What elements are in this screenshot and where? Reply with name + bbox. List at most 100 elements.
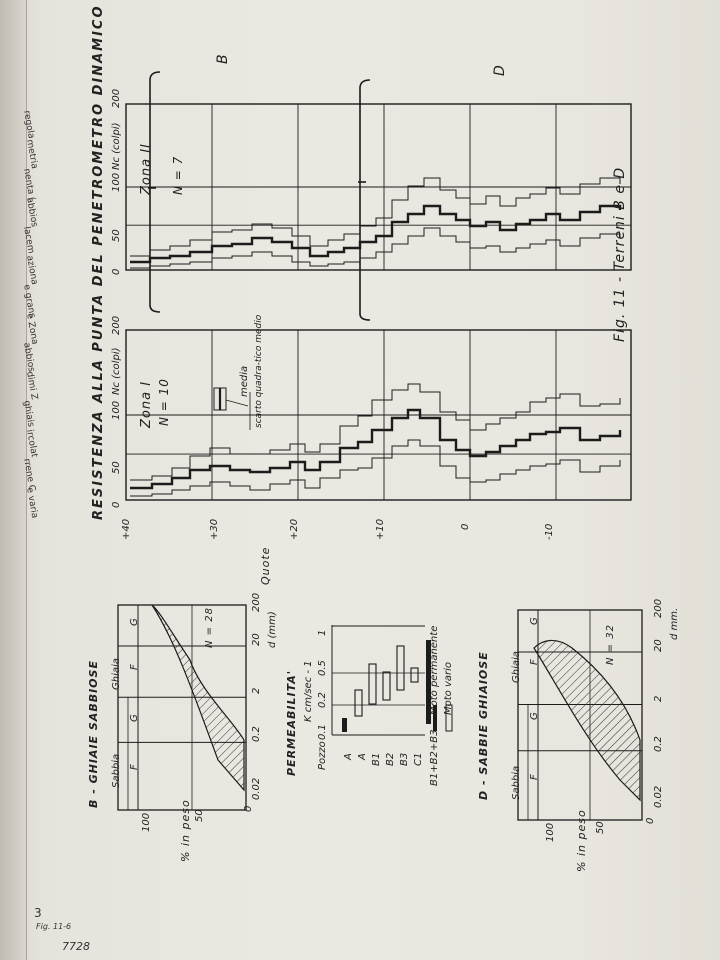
grading-d-ghiaia: Ghiaia bbox=[511, 651, 522, 683]
zone1-mean-profile bbox=[130, 408, 622, 490]
grading-b-x-label: d (mm) bbox=[267, 611, 278, 648]
grading-d-y-tick-100: 100 bbox=[545, 822, 556, 842]
margin-note: Fig. 11-6 bbox=[36, 922, 72, 931]
grading-b-y-label: % in peso bbox=[179, 799, 192, 862]
margin-stamp: 7728 bbox=[62, 940, 90, 953]
grading-b-col-g1: G bbox=[129, 714, 140, 722]
bracket-d bbox=[359, 79, 371, 321]
grading-b-n: N = 28 bbox=[204, 607, 215, 648]
grading-b-col-f1: F bbox=[129, 764, 140, 770]
zone2-lower-profile bbox=[130, 227, 621, 269]
grading-d-x-tick-2: 2 bbox=[653, 695, 664, 702]
permeability-row-1: A bbox=[357, 753, 368, 760]
grading-d-col-f1: F bbox=[529, 774, 540, 780]
zone1-x-tick-100: 100 bbox=[111, 400, 122, 420]
zone2-x-tick-0: 0 bbox=[111, 268, 122, 275]
grading-d-x-tick-1: 0.2 bbox=[653, 736, 664, 752]
zone1-upper-profile bbox=[130, 383, 621, 481]
grading-d-y-tick-0: 0 bbox=[645, 817, 656, 824]
zone1-axis-label: Nc (colpi) bbox=[111, 347, 122, 395]
grading-d-col-f2: F bbox=[529, 659, 540, 665]
grading-d-col-g1: G bbox=[529, 712, 540, 720]
permeability-bar-vario bbox=[368, 663, 377, 705]
quote-tick-m10: -10 bbox=[544, 523, 555, 540]
zone2-axis-label: Nc (colpi) bbox=[111, 122, 122, 170]
grading-d-x-label: d mm. bbox=[669, 607, 680, 640]
legend-moto-permanente: Moto permanente bbox=[429, 625, 440, 715]
legend-vario-mark bbox=[445, 704, 453, 732]
zone1-x-tick-0: 0 bbox=[111, 501, 122, 508]
legend-media: media bbox=[239, 365, 250, 397]
bracket-d-label: D bbox=[492, 64, 508, 76]
quote-axis-label: Quote bbox=[259, 546, 272, 585]
bracket-b bbox=[149, 71, 161, 313]
permeability-row-0: A bbox=[343, 753, 354, 760]
permeability-header: Pozzo bbox=[317, 741, 328, 770]
grading-b-col-g2: G bbox=[129, 618, 140, 626]
grading-b-y-tick-100: 100 bbox=[141, 812, 152, 832]
quote-tick-0: 0 bbox=[460, 523, 471, 530]
grading-d-title: D - SABBIE GHIAIOSE bbox=[477, 651, 490, 800]
grading-d-y-tick-50: 50 bbox=[595, 821, 606, 834]
grading-d-envelope bbox=[533, 639, 641, 802]
permeability-k-tick-3: 1 bbox=[317, 629, 328, 636]
grading-b-x-tick-3: 20 bbox=[251, 633, 262, 646]
grading-d-x-tick-3: 20 bbox=[653, 639, 664, 652]
grading-b-y-tick-0: 0 bbox=[243, 805, 254, 812]
grading-b-frame bbox=[117, 604, 247, 811]
permeability-bar-vario bbox=[382, 671, 391, 701]
grading-d-sabbia: Sabbia bbox=[511, 765, 522, 800]
previous-page-edge bbox=[0, 0, 27, 960]
zone1-label: Zona I bbox=[139, 380, 154, 428]
permeability-k-tick-1: 0.2 bbox=[317, 692, 328, 708]
legend-permanent-mark bbox=[433, 705, 437, 731]
grading-b-sabbia: Sabbia bbox=[111, 753, 122, 788]
legend-scarto: scarto quadra-tico medio bbox=[254, 314, 264, 428]
figure-caption: Fig. 11 - Terreni B e D bbox=[612, 166, 628, 342]
legend-leader bbox=[225, 399, 249, 407]
zone1-x-tick-200: 200 bbox=[111, 315, 122, 335]
quote-tick-p10: +10 bbox=[375, 518, 386, 540]
grading-b-y-tick-50: 50 bbox=[194, 809, 205, 822]
permeability-k-tick-2: 0.5 bbox=[317, 660, 328, 676]
zone2-x-tick-100: 100 bbox=[111, 172, 122, 192]
zone2-x-tick-200: 200 bbox=[111, 88, 122, 108]
grading-d-x-tick-0: 0.02 bbox=[653, 785, 664, 808]
zone1-lower-profile bbox=[130, 439, 621, 497]
grading-b-x-tick-4: 200 bbox=[251, 592, 262, 612]
permeability-row-4: B3 bbox=[399, 752, 410, 766]
permeability-bar-vario bbox=[354, 689, 363, 717]
permeability-bar-vario bbox=[410, 667, 419, 683]
grading-b-envelope bbox=[151, 604, 245, 792]
zone2-x-tick-50: 50 bbox=[111, 229, 122, 242]
quote-tick-p20: +20 bbox=[289, 518, 300, 540]
permeability-k-tick-0: 0.1 bbox=[317, 724, 328, 740]
grading-b-col-f2: F bbox=[129, 664, 140, 670]
grading-d-x-tick-4: 200 bbox=[653, 598, 664, 618]
grading-b-x-tick-2: 2 bbox=[251, 687, 262, 694]
zone1-count: N = 10 bbox=[157, 378, 171, 426]
grading-d-n: N = 32 bbox=[605, 624, 616, 665]
zone2-label: Zona II bbox=[139, 143, 154, 195]
permeability-bar-vario bbox=[396, 645, 405, 691]
zone2-mean-profile bbox=[130, 204, 622, 264]
permeability-title: PERMEABILITA' bbox=[285, 669, 298, 776]
bracket-b-label: B bbox=[215, 53, 231, 64]
zone1-x-tick-50: 50 bbox=[111, 461, 122, 474]
grading-b-x-tick-0: 0.02 bbox=[251, 777, 262, 800]
grading-b-ghiaia: Ghiaia bbox=[111, 658, 122, 690]
grading-b-x-tick-1: 0.2 bbox=[251, 726, 262, 742]
permeability-row-3: B2 bbox=[385, 752, 396, 766]
zone2-upper-profile bbox=[130, 177, 621, 257]
quote-tick-p40: +40 bbox=[121, 518, 132, 540]
grading-d-y-label: % in peso bbox=[575, 809, 588, 872]
grading-b-title: B - GHIAIE SABBIOSE bbox=[87, 660, 100, 808]
page-number: 3 bbox=[34, 906, 42, 920]
permeability-bar-permanent bbox=[426, 640, 431, 724]
figure-title: RESISTENZA ALLA PUNTA DEL PENETROMETRO D… bbox=[91, 4, 106, 520]
permeability-k-label: K cm/sec - 1 bbox=[303, 660, 314, 722]
grading-d-col-g2: G bbox=[529, 617, 540, 625]
permeability-row-2: B1 bbox=[371, 752, 382, 766]
